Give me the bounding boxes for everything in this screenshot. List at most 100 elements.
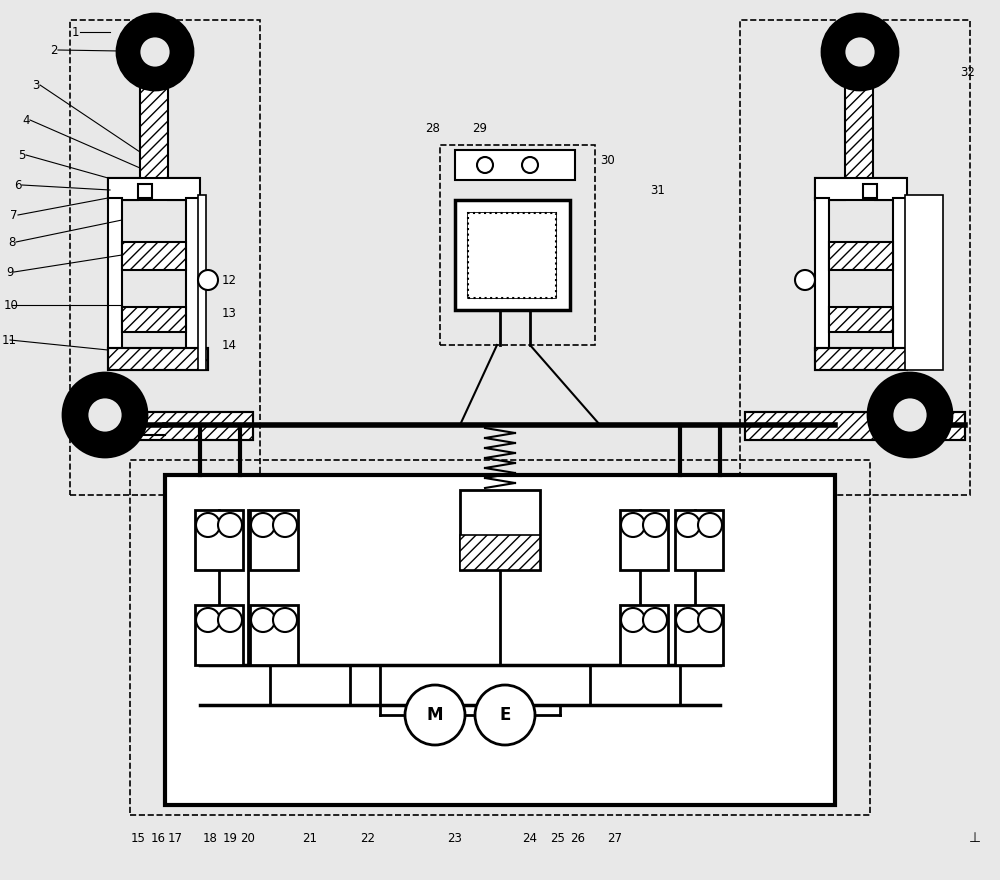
Bar (460, 535, 540, 570)
Circle shape (196, 513, 220, 537)
Text: 6: 6 (14, 179, 22, 192)
Bar (140, 52, 168, 180)
Circle shape (475, 685, 535, 745)
Bar (875, 178, 905, 200)
Bar (195, 510, 243, 570)
Bar (815, 198, 829, 350)
Text: 23: 23 (448, 832, 462, 845)
Bar (468, 213, 556, 298)
Circle shape (676, 608, 700, 632)
Circle shape (868, 373, 952, 457)
Text: 26: 26 (570, 832, 586, 845)
Circle shape (63, 373, 147, 457)
Text: ⊥: ⊥ (969, 831, 981, 845)
Text: 30: 30 (600, 153, 615, 166)
Circle shape (198, 270, 218, 290)
Circle shape (522, 157, 538, 173)
Text: 28: 28 (425, 121, 440, 135)
Bar (73, 412, 253, 440)
Text: 24: 24 (522, 832, 538, 845)
Bar (905, 195, 943, 370)
Text: 29: 29 (472, 121, 487, 135)
Bar (250, 510, 298, 570)
Bar (122, 242, 186, 270)
Text: 31: 31 (650, 184, 665, 196)
Bar (73, 412, 253, 440)
Bar (620, 510, 668, 570)
Circle shape (218, 608, 242, 632)
Bar (845, 52, 873, 180)
Bar (893, 198, 907, 350)
Circle shape (844, 36, 876, 68)
Bar (108, 178, 200, 200)
Bar (815, 348, 907, 370)
Circle shape (139, 36, 171, 68)
Text: 1: 1 (72, 26, 80, 39)
Bar (250, 605, 298, 665)
Text: 15: 15 (131, 832, 145, 845)
Bar (815, 178, 907, 200)
Bar (108, 198, 122, 350)
Circle shape (822, 14, 898, 90)
Bar (70, 20, 260, 495)
Bar (829, 307, 893, 332)
Bar (455, 150, 575, 180)
Text: M: M (427, 706, 443, 724)
Bar (675, 605, 723, 665)
Bar (168, 178, 198, 200)
Bar (165, 475, 835, 805)
Text: 22: 22 (360, 832, 376, 845)
Text: 17: 17 (168, 832, 182, 845)
Text: 11: 11 (2, 334, 17, 347)
Bar (863, 184, 877, 198)
Circle shape (251, 513, 275, 537)
Text: 12: 12 (222, 274, 237, 287)
Circle shape (87, 397, 123, 433)
Circle shape (643, 608, 667, 632)
Circle shape (196, 608, 220, 632)
Text: E: E (499, 706, 511, 724)
Text: 14: 14 (222, 339, 237, 351)
Bar (122, 307, 186, 332)
Circle shape (698, 513, 722, 537)
Bar (675, 510, 723, 570)
Text: 20: 20 (241, 832, 255, 845)
Bar (138, 184, 152, 198)
Circle shape (892, 397, 928, 433)
Text: 10: 10 (4, 298, 19, 312)
Circle shape (273, 513, 297, 537)
Bar (740, 20, 970, 495)
Text: 8: 8 (8, 236, 15, 248)
Text: 3: 3 (32, 78, 39, 92)
Bar (108, 178, 138, 200)
Circle shape (251, 608, 275, 632)
Circle shape (218, 513, 242, 537)
Text: 18: 18 (203, 832, 217, 845)
Text: 7: 7 (10, 209, 18, 222)
Circle shape (698, 608, 722, 632)
Circle shape (795, 270, 815, 290)
Circle shape (273, 608, 297, 632)
Circle shape (405, 685, 465, 745)
Text: 13: 13 (222, 306, 237, 319)
Text: 4: 4 (22, 114, 30, 127)
Bar (130, 460, 870, 815)
Bar (455, 200, 570, 310)
Bar (440, 145, 595, 345)
Bar (108, 348, 208, 370)
Bar (815, 348, 907, 370)
Bar (745, 412, 965, 440)
Bar (829, 242, 893, 270)
Text: 9: 9 (6, 266, 14, 278)
Bar (460, 490, 540, 570)
Bar (108, 348, 208, 370)
Text: 32: 32 (960, 65, 975, 78)
Text: 25: 25 (551, 832, 565, 845)
Bar (468, 213, 556, 298)
Bar (198, 195, 206, 370)
Circle shape (117, 14, 193, 90)
Text: 2: 2 (50, 43, 58, 56)
Text: 5: 5 (18, 149, 25, 162)
Bar (195, 605, 243, 665)
Circle shape (621, 608, 645, 632)
